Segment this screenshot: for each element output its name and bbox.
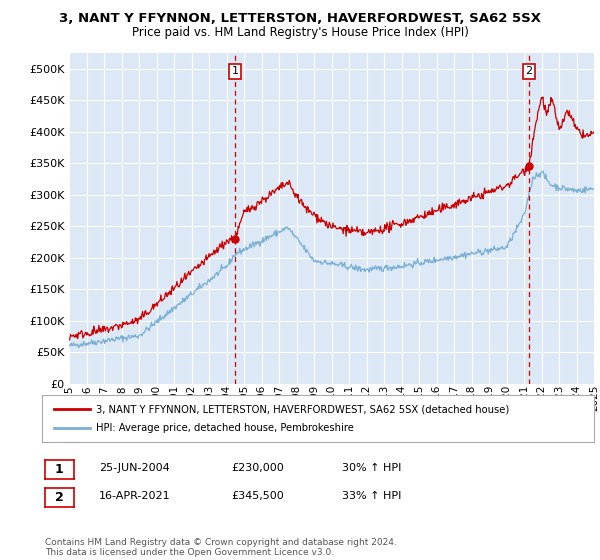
Text: 33% ↑ HPI: 33% ↑ HPI [342,491,401,501]
Text: 1: 1 [232,67,239,76]
Text: HPI: Average price, detached house, Pembrokeshire: HPI: Average price, detached house, Pemb… [96,423,354,433]
Text: 16-APR-2021: 16-APR-2021 [99,491,170,501]
Text: £345,500: £345,500 [231,491,284,501]
Text: £230,000: £230,000 [231,463,284,473]
Text: 2: 2 [526,67,533,76]
Text: 3, NANT Y FFYNNON, LETTERSTON, HAVERFORDWEST, SA62 5SX (detached house): 3, NANT Y FFYNNON, LETTERSTON, HAVERFORD… [96,404,509,414]
Text: 3, NANT Y FFYNNON, LETTERSTON, HAVERFORDWEST, SA62 5SX: 3, NANT Y FFYNNON, LETTERSTON, HAVERFORD… [59,12,541,25]
Text: Price paid vs. HM Land Registry's House Price Index (HPI): Price paid vs. HM Land Registry's House … [131,26,469,39]
Text: 1: 1 [55,463,64,476]
Text: 30% ↑ HPI: 30% ↑ HPI [342,463,401,473]
Text: 2: 2 [55,491,64,504]
Text: 25-JUN-2004: 25-JUN-2004 [99,463,170,473]
Text: Contains HM Land Registry data © Crown copyright and database right 2024.
This d: Contains HM Land Registry data © Crown c… [45,538,397,557]
